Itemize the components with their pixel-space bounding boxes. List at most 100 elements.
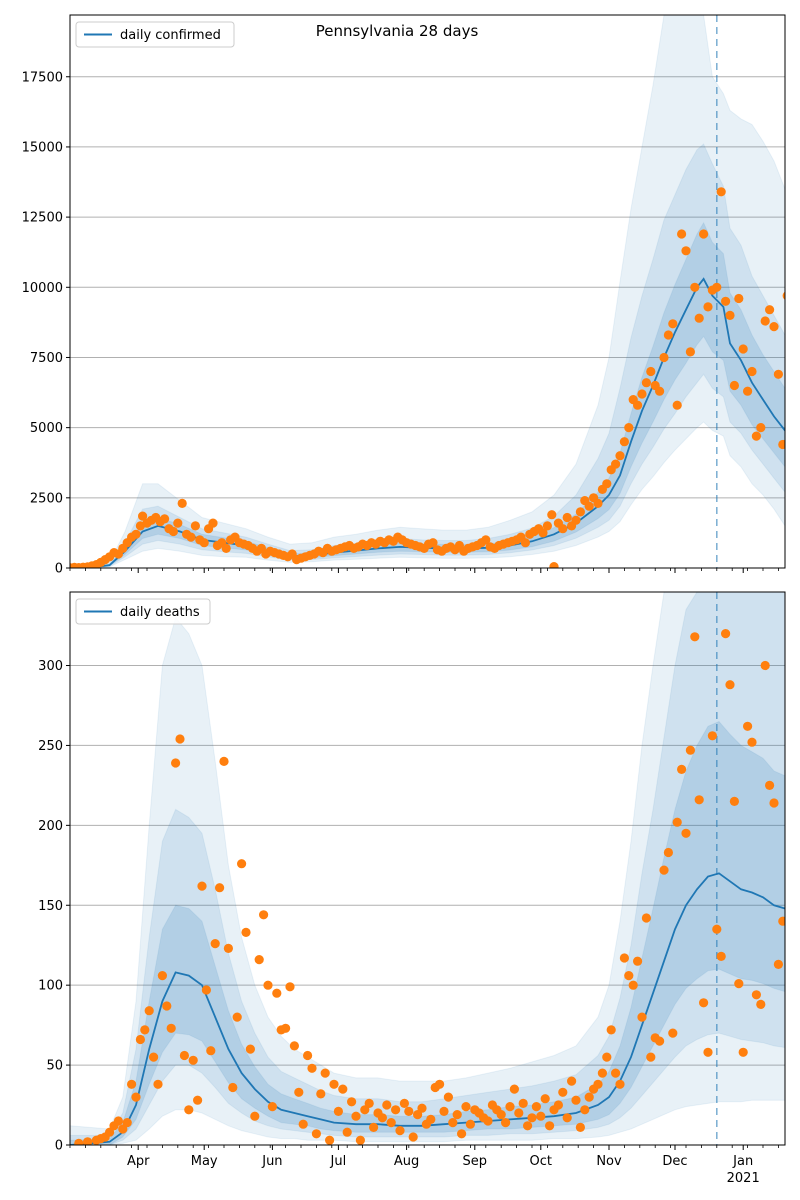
confirmed-observed-point <box>672 400 682 410</box>
deaths-observed-point <box>369 1122 379 1132</box>
deaths-observed-point <box>382 1100 392 1110</box>
confirmed-observed-point <box>787 294 796 303</box>
deaths-observed-point <box>245 1044 255 1054</box>
deaths-observed-point <box>721 629 731 639</box>
deaths-plot-area <box>70 592 785 1145</box>
deaths-observed-point <box>144 1006 154 1016</box>
confirmed-ytick-label: 7500 <box>30 351 63 366</box>
deaths-observed-point <box>210 939 220 949</box>
deaths-observed-point <box>157 971 167 981</box>
deaths-observed-point <box>298 1119 308 1129</box>
deaths-observed-point <box>153 1079 163 1089</box>
deaths-observed-point <box>347 1097 357 1107</box>
confirmed-panel: 0 2500 5000 7500 10000 12500 15000 17500 daily c… <box>22 14 800 577</box>
deaths-observed-point <box>637 1012 647 1022</box>
confirmed-observed-point <box>611 459 621 469</box>
deaths-observed-point <box>699 998 709 1008</box>
deaths-observed-point <box>461 1102 471 1112</box>
confirmed-observed-point <box>725 310 735 320</box>
deaths-observed-point <box>751 990 762 1000</box>
confirmed-observed-point <box>703 302 713 312</box>
deaths-observed-point <box>765 780 775 791</box>
deaths-observed-point <box>325 1135 335 1145</box>
confirmed-frame <box>69 14 786 569</box>
deaths-observed-point <box>738 1047 748 1057</box>
deaths-observed-point <box>452 1110 462 1120</box>
deaths-observed-point <box>729 796 740 807</box>
deaths-observed-point <box>593 1079 603 1089</box>
deaths-observed-point <box>769 798 779 808</box>
confirmed-observed-point <box>756 423 766 433</box>
deaths-observed-point <box>602 1052 612 1062</box>
deaths-band-1 <box>70 592 785 1145</box>
confirmed-observed-point <box>773 369 784 379</box>
deaths-observed-point <box>122 1118 132 1128</box>
confirmed-ytick-label: 17500 <box>22 70 63 85</box>
confirmed-observed-point <box>538 528 548 538</box>
deaths-observed-point <box>747 737 757 747</box>
confirmed-ytick-label: 10000 <box>22 281 63 296</box>
confirmed-observed-point <box>584 501 594 511</box>
deaths-observed-point <box>223 943 233 954</box>
deaths-observed-point <box>171 758 181 768</box>
deaths-ytick-label: 0 <box>55 1139 63 1154</box>
confirmed-observed-point <box>208 518 218 528</box>
deaths-observed-point <box>131 1092 141 1102</box>
deaths-observed-point <box>294 1087 304 1097</box>
confirmed-observed-point <box>729 380 740 391</box>
confirmed-observed-point <box>520 538 531 548</box>
deaths-observed-point <box>509 1084 519 1094</box>
deaths-observed-point <box>606 1025 616 1035</box>
xtick-label-aug: Aug <box>394 1154 419 1169</box>
deaths-observed-point <box>707 731 718 741</box>
confirmed-observed-point <box>199 538 209 548</box>
deaths-observed-point <box>439 1106 449 1116</box>
deaths-observed-point <box>575 1122 586 1132</box>
deaths-ytick-label: 150 <box>38 899 63 914</box>
deaths-band-0 <box>70 592 785 1145</box>
confirmed-observed-point <box>131 529 141 539</box>
confirmed-observed-point <box>738 344 748 354</box>
deaths-observed-point <box>536 1111 546 1121</box>
deaths-observed-point <box>426 1114 436 1124</box>
deaths-observed-point <box>237 859 247 869</box>
deaths-observed-point <box>377 1113 387 1123</box>
deaths-observed-point <box>281 1023 291 1033</box>
deaths-observed-point <box>355 1135 365 1145</box>
deaths-observed-point <box>545 1121 555 1131</box>
deaths-observed-point <box>175 734 185 744</box>
deaths-observed-point <box>333 1106 343 1116</box>
deaths-observed-point <box>241 927 251 938</box>
deaths-observed-point <box>140 1025 150 1035</box>
deaths-observed-point <box>386 1118 396 1128</box>
deaths-observed-point <box>417 1103 427 1113</box>
deaths-observed-point <box>113 1116 123 1126</box>
deaths-observed-point <box>567 1076 577 1086</box>
confirmed-observed-point <box>751 431 762 441</box>
xtick-label-oct: Oct <box>530 1154 552 1169</box>
deaths-observed-point <box>254 955 264 965</box>
confirmed-observed-point <box>428 538 438 548</box>
confirmed-observed-point <box>699 229 709 239</box>
confirmed-observed-point <box>791 277 800 286</box>
deaths-ytick-label: 250 <box>38 739 63 754</box>
deaths-observed-point <box>760 660 770 671</box>
deaths-observed-point <box>250 1111 260 1121</box>
xtick-sublabel-year: 2021 <box>727 1171 760 1186</box>
deaths-panel: 0 50 100 150 200 250 300 Apr May Jun Jul Aug Sep Oct N… <box>38 591 786 1186</box>
confirmed-observed-point <box>190 521 200 531</box>
confirmed-observed-point <box>743 386 753 396</box>
confirmed-observed-point <box>782 291 785 300</box>
deaths-observed-point <box>127 1079 137 1089</box>
confirmed-ytick-label: 5000 <box>30 421 63 436</box>
deaths-observed-point <box>562 1113 572 1123</box>
deaths-ytick-label: 300 <box>38 659 63 674</box>
confirmed-observed-point <box>681 246 691 256</box>
confirmed-observed-point <box>747 366 757 377</box>
deaths-ytick-label: 200 <box>38 819 63 834</box>
confirmed-observed-point <box>685 347 696 357</box>
confirmed-observed-point <box>562 512 572 523</box>
deaths-observed-point <box>457 1129 467 1139</box>
deaths-observed-point <box>646 1052 656 1062</box>
deaths-observed-point <box>83 1137 93 1145</box>
